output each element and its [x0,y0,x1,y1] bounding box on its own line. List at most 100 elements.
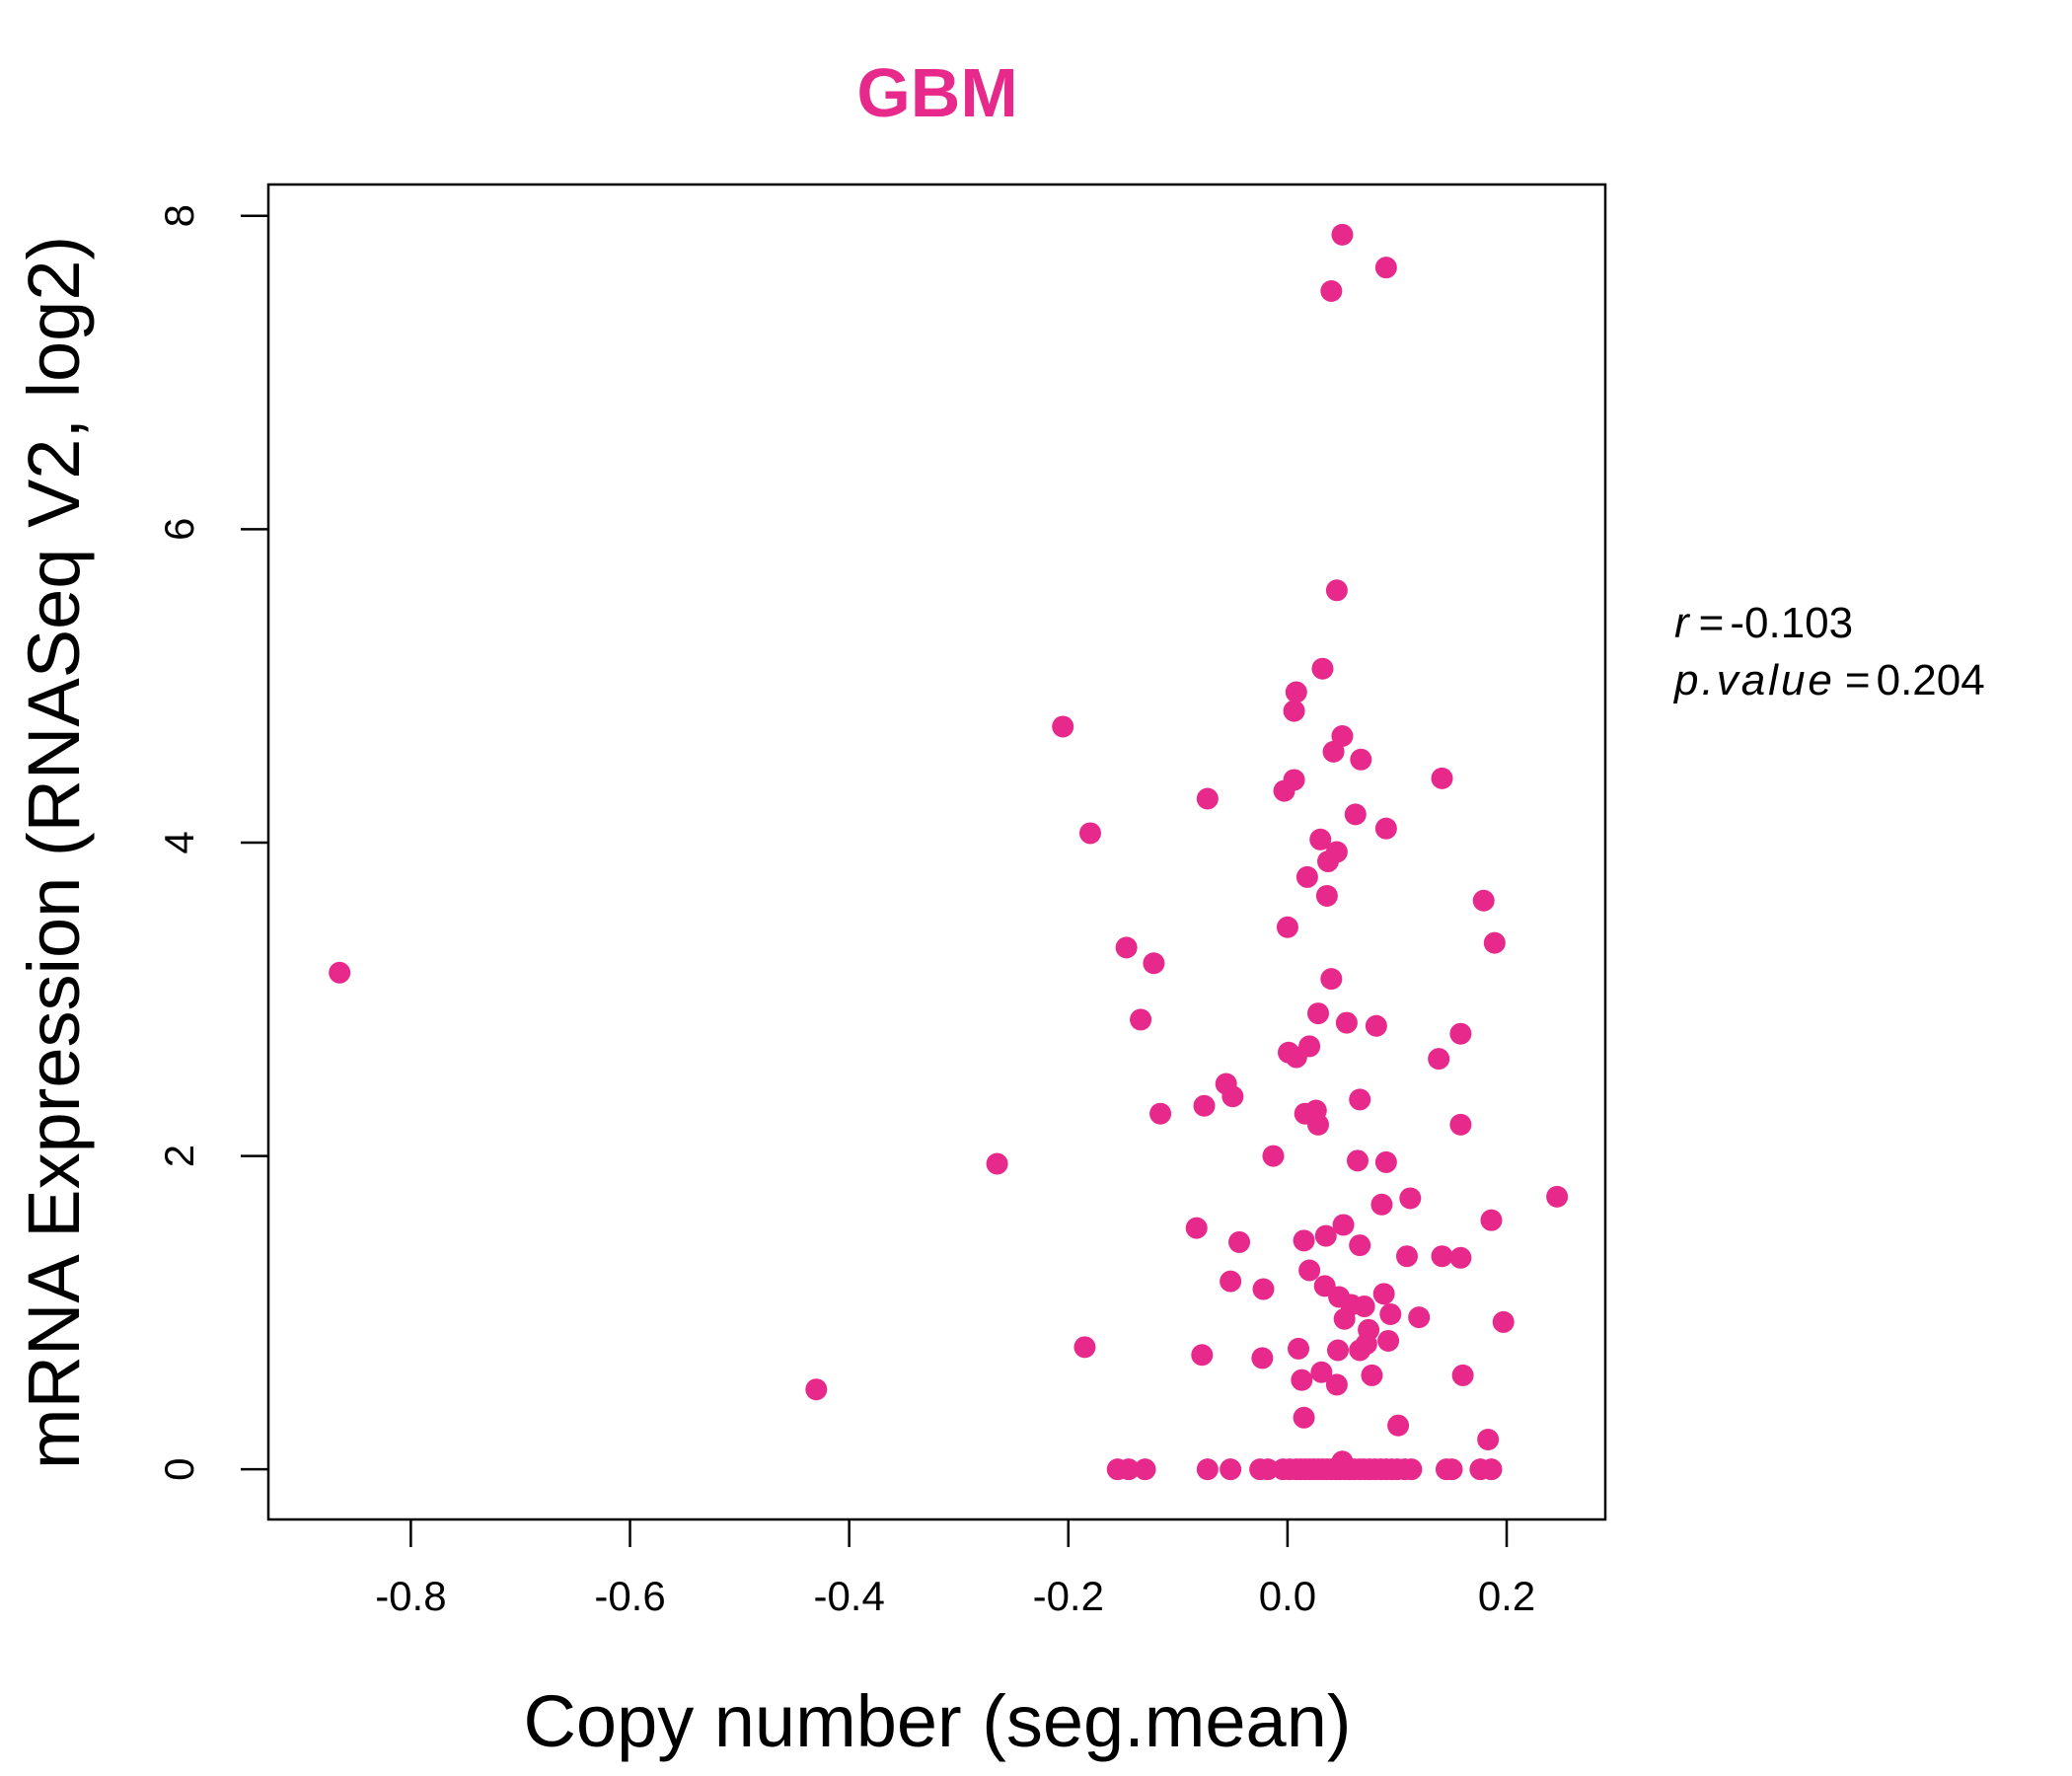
data-point [1449,1246,1472,1269]
data-point [1285,681,1307,703]
data-point [1320,968,1343,991]
data-point [1283,700,1305,722]
data-point [1143,952,1165,975]
p-stat-equals: = [1845,656,1871,704]
data-point [1325,1373,1348,1396]
data-point [1472,889,1495,912]
data-point [1320,279,1343,302]
data-point [1408,1306,1431,1329]
data-point [1310,1361,1333,1383]
data-point [1262,1145,1285,1167]
data-point [1370,1193,1393,1216]
data-point [1078,822,1101,845]
data-point [1220,1270,1242,1293]
data-point [1315,884,1338,907]
data-point [1307,1002,1330,1025]
data-point [1228,1230,1251,1253]
y-axis: 0 2 4 6 8 [156,204,268,1481]
data-point [1344,803,1367,826]
data-point [1451,1364,1474,1386]
r-stat-value: -0.103 [1730,599,1853,647]
r-stat: r = -0.103 [1674,599,1853,647]
data-point [1196,787,1219,810]
data-point [1399,1187,1422,1210]
data-point [1311,657,1334,680]
r-stat-equals: = [1699,599,1725,647]
x-tick-label: 0.2 [1478,1573,1535,1619]
x-axis: -0.8 -0.6 -0.4 -0.2 0.0 0.2 [375,1519,1535,1619]
data-point [1372,1283,1395,1305]
data-point [1483,931,1506,954]
data-point [1379,1302,1402,1325]
data-point [1298,1035,1321,1058]
data-point [1350,748,1372,771]
x-tick-label: -0.6 [594,1573,665,1619]
data-point [1314,1224,1337,1247]
data-point [1431,767,1453,789]
data-point [1288,1337,1310,1360]
p-stat: p.value = 0.204 [1672,656,1985,704]
data-point [1361,1364,1383,1386]
data-point [1134,1458,1156,1481]
data-point [1117,1458,1140,1481]
data-point [329,961,351,984]
data-point [1283,769,1305,791]
data-point [1331,724,1354,747]
data-point [1365,1014,1387,1037]
data-point [1358,1318,1380,1341]
y-tick-label: 4 [156,831,202,853]
data-point [1193,1094,1216,1117]
data-point [1400,1458,1423,1481]
data-point [1291,1369,1313,1391]
data-point [1327,1339,1349,1362]
data-point [1477,1429,1500,1451]
data-point [1332,1214,1355,1236]
data-point [1431,1245,1453,1268]
x-tick-label: -0.2 [1033,1573,1104,1619]
stats-annotation: r = -0.103 p.value = 0.204 [1672,599,1985,704]
data-point [1374,257,1397,279]
data-point [1546,1185,1569,1208]
data-point [1149,1102,1172,1125]
data-point [1325,579,1348,602]
data-point [1196,1458,1219,1481]
data-point [1441,1458,1463,1481]
data-point [1387,1414,1410,1437]
data-point [1221,1085,1244,1108]
data-point [1349,1234,1371,1257]
data-point [1492,1310,1515,1333]
x-tick-label: -0.4 [813,1573,884,1619]
data-point [1298,1259,1321,1282]
data-points [329,223,1569,1481]
data-point [1449,1022,1472,1045]
data-point [1073,1336,1096,1359]
data-point [1449,1113,1472,1136]
data-point [805,1378,828,1401]
data-point [1251,1347,1274,1369]
plot-frame [266,183,1607,1521]
data-point [1295,865,1318,888]
data-point [1052,715,1074,738]
data-point [1293,1406,1315,1429]
x-tick-label: -0.8 [375,1573,446,1619]
data-point [1307,1113,1330,1136]
y-axis-title: mRNA Expression (RNASeq V2, log2) [13,236,95,1469]
data-point [1346,1149,1369,1172]
data-point [1349,1088,1371,1111]
data-point [1335,1011,1358,1034]
p-stat-value: 0.204 [1877,656,1985,704]
r-stat-label: r [1674,599,1691,647]
data-point [1428,1048,1450,1071]
data-point [1115,936,1138,959]
data-point [1130,1008,1152,1031]
data-point [1480,1209,1503,1231]
data-point [1325,841,1348,863]
data-point [1377,1329,1400,1352]
data-point [1191,1344,1214,1367]
y-tick-label: 0 [156,1458,202,1481]
p-stat-label: p.value [1672,656,1835,704]
data-point [1374,817,1397,840]
data-point [1395,1245,1418,1268]
data-point [986,1152,1008,1175]
